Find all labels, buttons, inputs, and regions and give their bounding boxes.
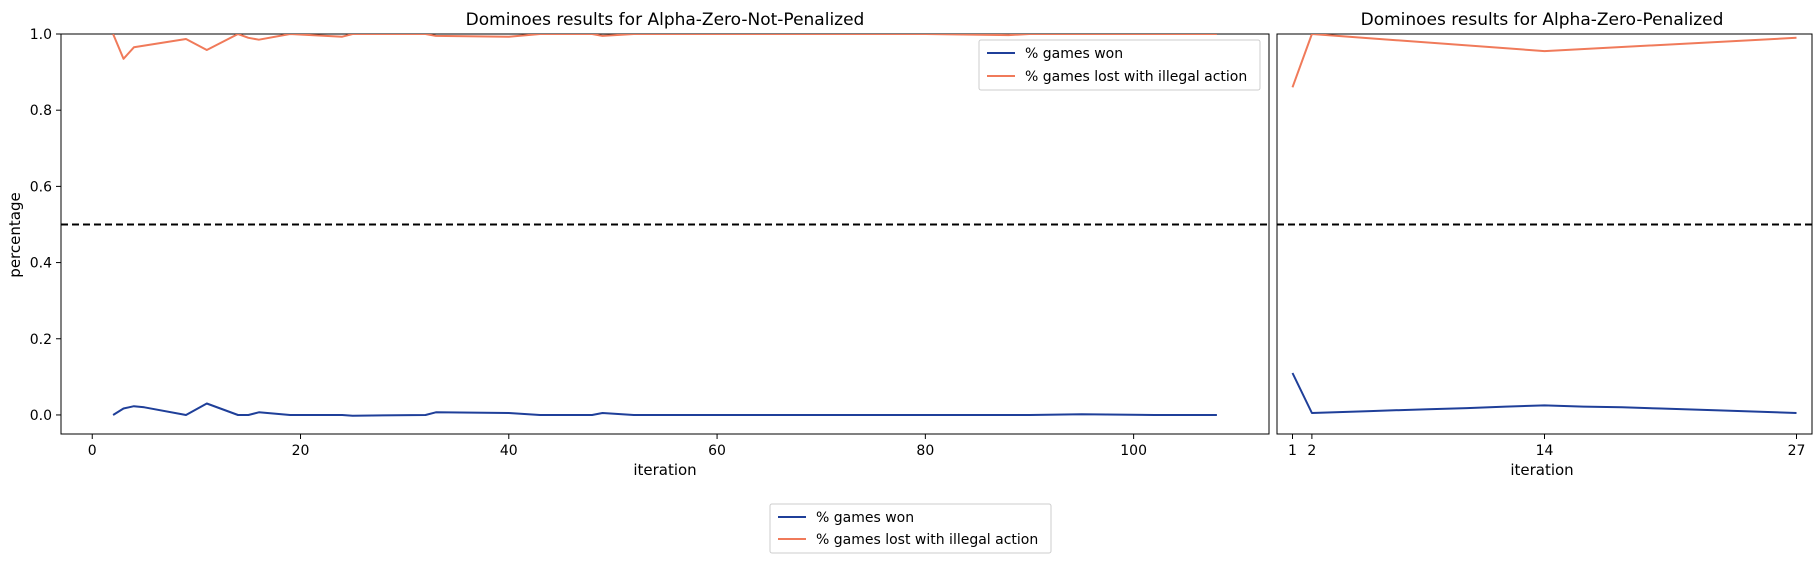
- right-x-tick-label: 1: [1288, 443, 1297, 459]
- right-x-tick-label: 2: [1307, 443, 1316, 459]
- left-legend-label-illegal: % games lost with illegal action: [1025, 69, 1247, 85]
- left-y-tick-label: 0.2: [30, 332, 52, 348]
- left-x-axis-label: iteration: [633, 461, 696, 479]
- left-x-tick-label: 0: [88, 443, 97, 459]
- right-chart-title: Dominoes results for Alpha-Zero-Penalize…: [1361, 10, 1724, 30]
- left-y-tick-label: 0.4: [30, 256, 52, 272]
- left-y-tick-label: 1.0: [30, 27, 52, 43]
- left-series-line-games-won: [112, 402, 1217, 417]
- left-chart-title: Dominoes results for Alpha-Zero-Not-Pena…: [466, 10, 865, 30]
- figure-legend-frame: [769, 503, 1052, 554]
- figure-legend: % games won % games lost with illegal ac…: [769, 503, 1052, 554]
- right-x-tick-label: 27: [1788, 443, 1806, 459]
- figure-legend-label-illegal: % games lost with illegal action: [816, 532, 1038, 548]
- left-x-tick-label: 100: [1120, 443, 1147, 459]
- left-x-tick-label: 60: [708, 443, 726, 459]
- left-x-tick-label: 20: [292, 443, 310, 459]
- left-y-tick-label: 0.0: [30, 408, 52, 424]
- left-axes-frame: [60, 33, 1270, 435]
- right-series-line-games-won: [1291, 372, 1797, 414]
- left-y-tick-label: 0.6: [30, 179, 52, 195]
- left-plot-area: 0 20 40 60 80 100 0.0 0.2 0.4 0.6 0.8 1.0: [30, 27, 1270, 459]
- left-chart-legend: % games won % games lost with illegal ac…: [978, 39, 1261, 91]
- left-legend-frame: [978, 39, 1261, 91]
- right-series-line-games-lost-illegal: [1291, 34, 1797, 88]
- right-plot-area: 1 2 14 27: [1276, 33, 1813, 459]
- right-x-axis-label: iteration: [1510, 461, 1573, 479]
- left-y-axis-label: percentage: [6, 192, 24, 277]
- left-x-tick-label: 80: [916, 443, 934, 459]
- figure-legend-label-won: % games won: [816, 510, 914, 526]
- left-series-line-games-lost-illegal: [112, 34, 1217, 60]
- right-x-tick-label: 14: [1536, 443, 1554, 459]
- left-x-tick-label: 40: [500, 443, 518, 459]
- left-legend-label-won: % games won: [1025, 46, 1123, 62]
- left-y-tick-label: 0.8: [30, 103, 52, 119]
- right-axes-frame: [1276, 33, 1813, 435]
